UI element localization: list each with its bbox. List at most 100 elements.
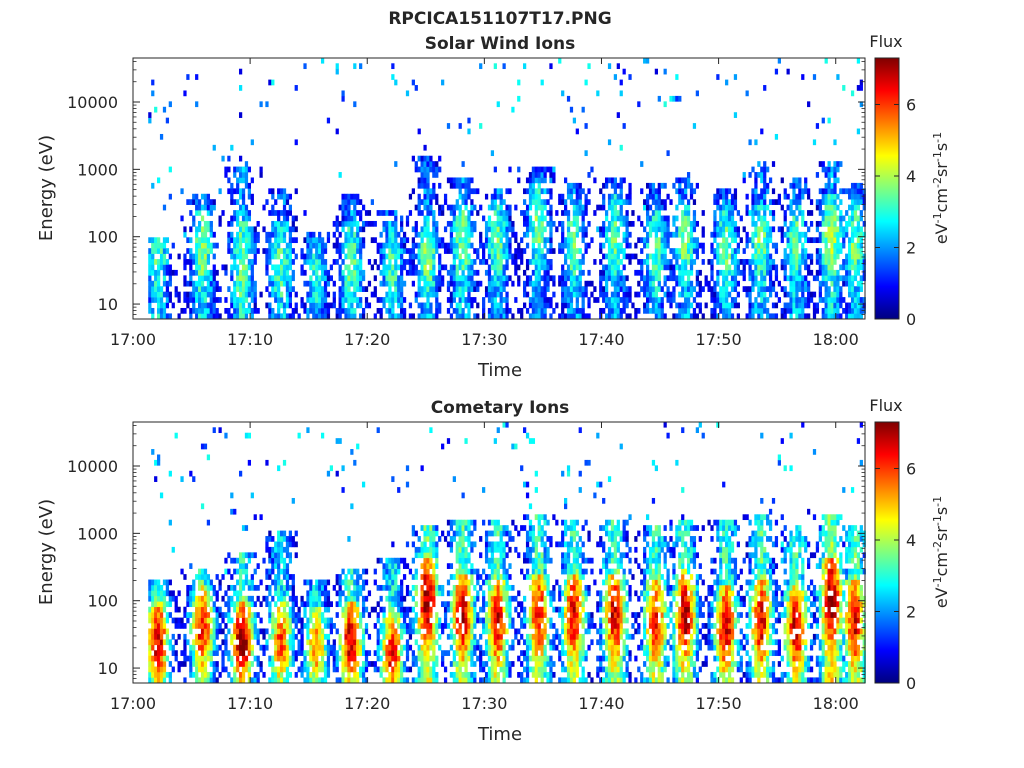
heatmap-cell	[198, 204, 202, 211]
heatmap-cell	[148, 117, 152, 124]
heatmap-cell	[508, 226, 512, 233]
heatmap-cell	[241, 264, 246, 271]
heatmap-cell	[162, 617, 167, 624]
heatmap-cell	[610, 210, 615, 216]
heatmap-cell	[464, 199, 468, 205]
heatmap-cell	[423, 259, 427, 265]
heatmap-cell	[400, 280, 404, 287]
heatmap-cell	[332, 644, 336, 651]
heatmap-cell	[394, 226, 398, 233]
heatmap-cell	[335, 313, 339, 320]
heatmap-cell	[200, 226, 205, 233]
heatmap-cell	[200, 574, 205, 580]
plot-frame-solar-wind	[132, 57, 866, 320]
heatmap-cell	[350, 215, 354, 222]
heatmap-cell	[514, 297, 518, 303]
heatmap-cell	[613, 74, 618, 80]
heatmap-cell	[212, 633, 216, 640]
heatmap-cell	[320, 302, 325, 309]
heatmap-cell	[487, 313, 492, 320]
heatmap-cell	[288, 530, 292, 537]
heatmap-cell	[479, 259, 483, 265]
heatmap-cell	[148, 677, 152, 684]
heatmap-cell	[619, 313, 623, 320]
heatmap-cell	[312, 666, 316, 673]
heatmap-cell	[836, 242, 840, 249]
heatmap-cell	[534, 177, 538, 184]
heatmap-cell	[561, 199, 565, 205]
heatmap-cell	[716, 297, 720, 303]
heatmap-cell	[792, 215, 796, 222]
heatmap-cell	[487, 248, 492, 254]
heatmap-cell	[420, 286, 424, 292]
heatmap-cell	[798, 204, 802, 211]
heatmap-cell	[795, 297, 799, 303]
heatmap-cell	[818, 199, 822, 205]
heatmap-cell	[801, 307, 805, 314]
heatmap-cell	[350, 297, 354, 303]
heatmap-cell	[151, 307, 155, 314]
heatmap-cell	[704, 275, 708, 282]
heatmap-cell	[315, 666, 319, 673]
heatmap-cell	[268, 231, 272, 238]
heatmap-cell	[221, 655, 225, 662]
heatmap-cell	[259, 166, 263, 173]
heatmap-cell	[754, 264, 758, 271]
heatmap-cell	[157, 248, 161, 254]
heatmap-cell	[350, 193, 354, 200]
heatmap-cell	[827, 182, 831, 189]
heatmap-cell	[789, 226, 793, 233]
heatmap-cell	[244, 226, 249, 233]
heatmap-cell	[154, 237, 158, 244]
heatmap-cell	[801, 275, 805, 282]
heatmap-cell	[318, 633, 322, 640]
heatmap-cell	[842, 280, 846, 287]
heatmap-cell	[241, 639, 246, 646]
heatmap-cell	[215, 612, 219, 618]
heatmap-cell	[760, 253, 764, 260]
heatmap-cell	[648, 226, 653, 233]
heatmap-cell	[452, 210, 456, 216]
heatmap-cell	[209, 231, 213, 238]
heatmap-cell	[686, 204, 691, 211]
heatmap-cell	[209, 671, 213, 678]
heatmap-cell	[663, 237, 667, 244]
heatmap-cell	[534, 313, 538, 320]
heatmap-cell	[722, 275, 726, 282]
heatmap-cell	[645, 210, 650, 216]
heatmap-cell	[394, 231, 398, 238]
heatmap-cell	[648, 307, 653, 314]
heatmap-cell	[212, 313, 216, 320]
heatmap-cell	[209, 650, 213, 656]
heatmap-cell	[309, 291, 313, 298]
heatmap-cell	[157, 307, 161, 314]
heatmap-cell	[525, 307, 530, 314]
heatmap-cell	[766, 313, 770, 320]
heatmap-cell	[282, 650, 287, 656]
heatmap-cell	[247, 188, 252, 195]
heatmap-cell	[804, 286, 808, 292]
heatmap-cell	[350, 269, 354, 276]
heatmap-cell	[402, 248, 407, 254]
heatmap-cell	[783, 220, 787, 227]
heatmap-cell	[385, 269, 389, 276]
heatmap-cell	[496, 280, 500, 287]
heatmap-cell	[195, 199, 199, 205]
heatmap-cell	[689, 220, 694, 227]
heatmap-cell	[836, 253, 840, 260]
heatmap-cell	[566, 248, 571, 254]
heatmap-cell	[200, 644, 205, 651]
heatmap-cell	[845, 264, 849, 271]
heatmap-cell	[558, 220, 562, 227]
heatmap-cell	[151, 269, 155, 276]
heatmap-cell	[751, 269, 755, 276]
heatmap-cell	[388, 280, 392, 287]
heatmap-cell	[265, 536, 269, 542]
heatmap-cell	[238, 633, 243, 640]
heatmap-cell	[804, 280, 808, 287]
heatmap-cell	[394, 242, 398, 249]
heatmap-cell	[282, 193, 287, 200]
heatmap-cell	[323, 259, 328, 265]
heatmap-cell	[681, 210, 685, 216]
heatmap-cell	[695, 280, 699, 287]
